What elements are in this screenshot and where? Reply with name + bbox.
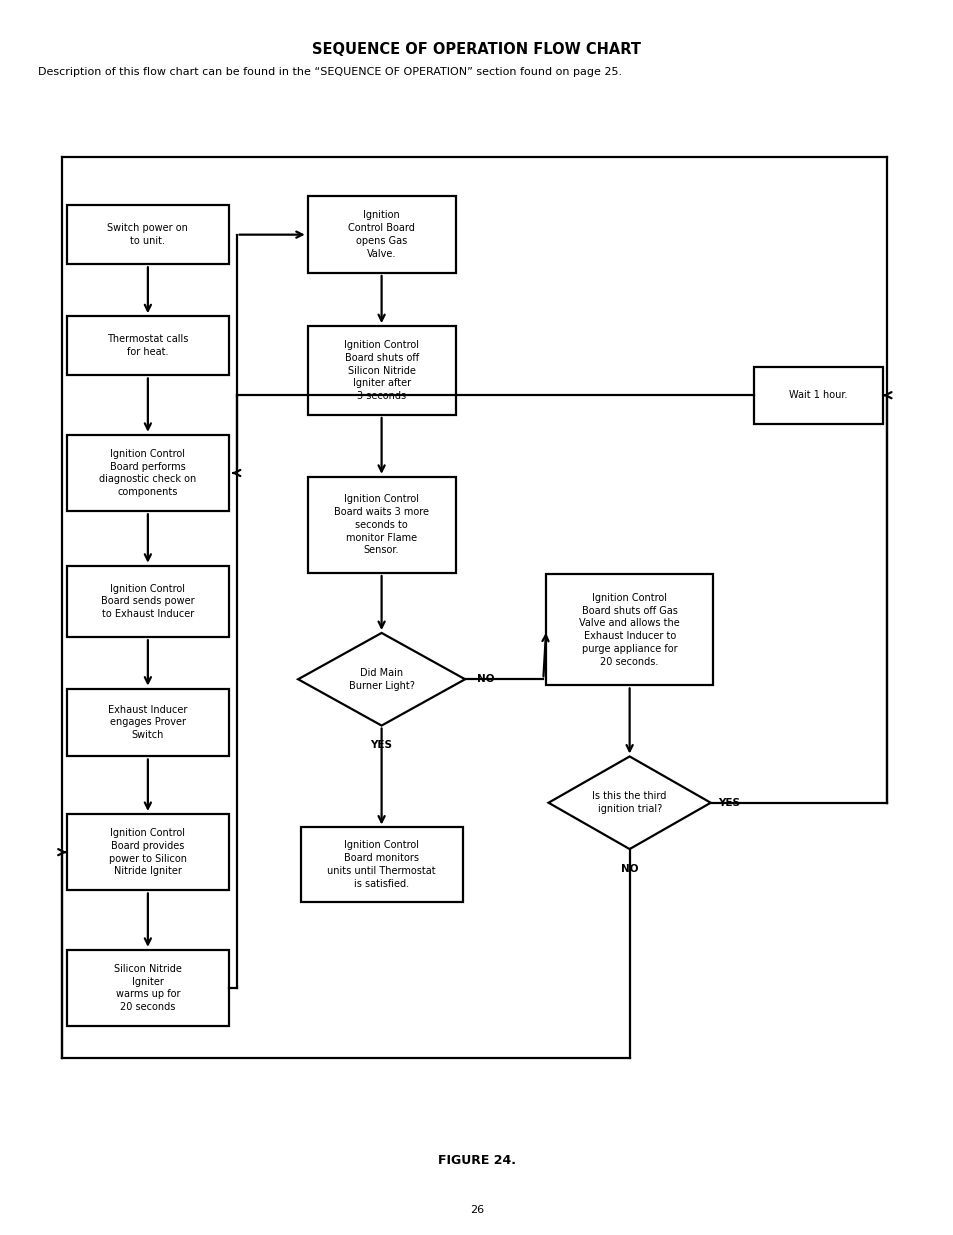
FancyBboxPatch shape xyxy=(67,316,229,375)
Text: Thermostat calls
for heat.: Thermostat calls for heat. xyxy=(107,335,189,357)
Text: Ignition Control
Board shuts off Gas
Valve and allows the
Exhaust Inducer to
pur: Ignition Control Board shuts off Gas Val… xyxy=(578,593,679,667)
Text: 26: 26 xyxy=(470,1205,483,1215)
FancyBboxPatch shape xyxy=(67,435,229,511)
Text: Ignition Control
Board provides
power to Silicon
Nitride Igniter: Ignition Control Board provides power to… xyxy=(109,827,187,877)
FancyBboxPatch shape xyxy=(67,950,229,1026)
Text: Ignition Control
Board performs
diagnostic check on
components: Ignition Control Board performs diagnost… xyxy=(99,448,196,498)
Text: FIGURE 24.: FIGURE 24. xyxy=(437,1155,516,1167)
Text: Ignition Control
Board monitors
units until Thermostat
is satisfied.: Ignition Control Board monitors units un… xyxy=(327,840,436,889)
FancyBboxPatch shape xyxy=(307,196,456,273)
FancyBboxPatch shape xyxy=(307,326,456,415)
FancyBboxPatch shape xyxy=(307,477,456,573)
Text: Wait 1 hour.: Wait 1 hour. xyxy=(788,390,847,400)
Text: Switch power on
to unit.: Switch power on to unit. xyxy=(108,224,188,246)
Polygon shape xyxy=(297,632,465,725)
Text: NO: NO xyxy=(476,674,494,684)
Text: Is this the third
ignition trial?: Is this the third ignition trial? xyxy=(592,792,666,814)
Text: Exhaust Inducer
engages Prover
Switch: Exhaust Inducer engages Prover Switch xyxy=(108,705,188,740)
FancyBboxPatch shape xyxy=(67,689,229,756)
FancyBboxPatch shape xyxy=(67,205,229,264)
Text: Ignition Control
Board shuts off
Silicon Nitride
Igniter after
3 seconds: Ignition Control Board shuts off Silicon… xyxy=(344,340,418,401)
FancyBboxPatch shape xyxy=(753,367,882,424)
Polygon shape xyxy=(548,756,710,850)
Text: Ignition Control
Board waits 3 more
seconds to
monitor Flame
Sensor.: Ignition Control Board waits 3 more seco… xyxy=(334,494,429,556)
Text: Silicon Nitride
Igniter
warms up for
20 seconds: Silicon Nitride Igniter warms up for 20 … xyxy=(113,963,182,1013)
Text: Description of this flow chart can be found in the “SEQUENCE OF OPERATION” secti: Description of this flow chart can be fo… xyxy=(38,67,621,77)
FancyBboxPatch shape xyxy=(545,574,713,685)
FancyBboxPatch shape xyxy=(67,814,229,890)
Text: YES: YES xyxy=(370,741,393,751)
Text: YES: YES xyxy=(718,798,740,808)
Text: NO: NO xyxy=(620,864,638,874)
Text: Ignition
Control Board
opens Gas
Valve.: Ignition Control Board opens Gas Valve. xyxy=(348,210,415,259)
Text: Ignition Control
Board sends power
to Exhaust Inducer: Ignition Control Board sends power to Ex… xyxy=(101,584,194,619)
Text: SEQUENCE OF OPERATION FLOW CHART: SEQUENCE OF OPERATION FLOW CHART xyxy=(313,42,640,57)
FancyBboxPatch shape xyxy=(67,566,229,637)
FancyBboxPatch shape xyxy=(300,827,462,902)
Text: Did Main
Burner Light?: Did Main Burner Light? xyxy=(348,668,415,690)
